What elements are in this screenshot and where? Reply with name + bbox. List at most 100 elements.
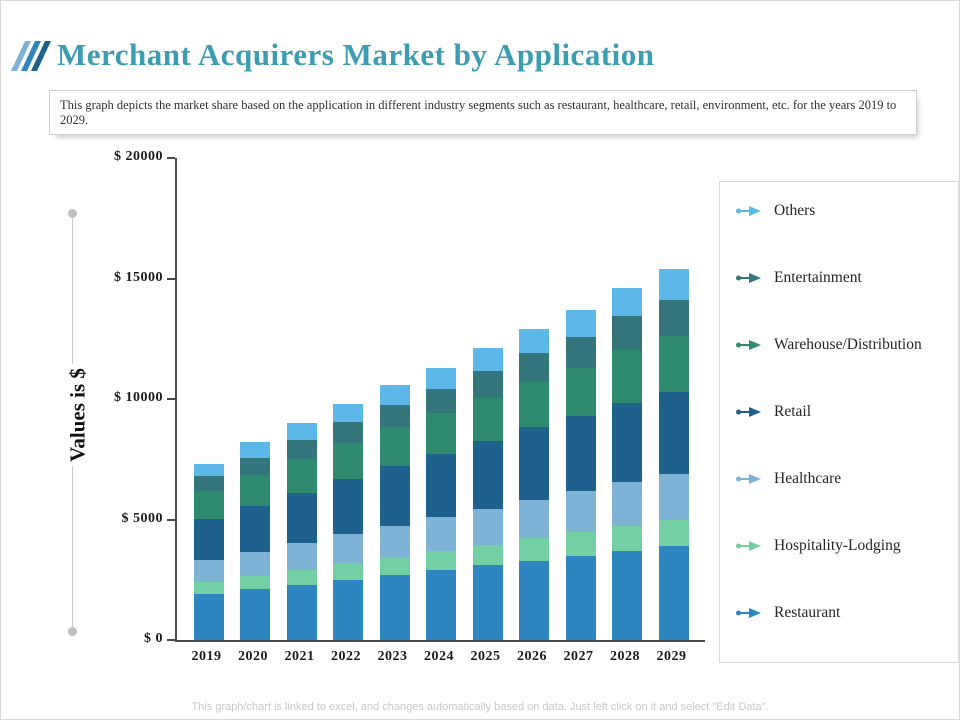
bar-segment-entertainment[interactable] — [426, 389, 456, 414]
bar-segment-restaurant[interactable] — [193, 594, 224, 640]
bar-segment-warehouse-distribution[interactable] — [565, 368, 596, 417]
bar-segment-entertainment[interactable] — [565, 336, 596, 369]
stacked-bar-2022[interactable] — [333, 403, 363, 640]
bar-segment-others[interactable] — [286, 423, 317, 440]
legend-label: Healthcare — [774, 470, 842, 487]
bar-segment-restaurant[interactable] — [658, 546, 689, 640]
bar-segment-hospitality-lodging[interactable] — [426, 550, 456, 571]
bar-segment-healthcare[interactable] — [612, 482, 642, 526]
bar-segment-others[interactable] — [472, 348, 503, 372]
bar-segment-retail[interactable] — [426, 454, 456, 518]
bar-segment-retail[interactable] — [333, 479, 363, 535]
bar-segment-retail[interactable] — [565, 416, 596, 492]
bar-segment-entertainment[interactable] — [519, 352, 549, 382]
bar-segment-others[interactable] — [658, 269, 689, 301]
bar-segment-others[interactable] — [193, 463, 224, 477]
bar-segment-warehouse-distribution[interactable] — [426, 413, 456, 455]
bar-segment-hospitality-lodging[interactable] — [658, 519, 689, 546]
bar-segment-restaurant[interactable] — [240, 589, 270, 640]
legend-item-retail[interactable]: Retail — [720, 403, 958, 421]
stacked-bar-2025[interactable] — [472, 348, 503, 640]
stacked-bar-2026[interactable] — [519, 329, 549, 640]
bar-segment-healthcare[interactable] — [379, 525, 410, 558]
bar-segment-others[interactable] — [612, 288, 642, 317]
bar-segment-warehouse-distribution[interactable] — [612, 349, 642, 403]
bar-segment-hospitality-lodging[interactable] — [240, 575, 270, 590]
stacked-bar-2020[interactable] — [240, 442, 270, 640]
y-tick-label: $ 10000 — [114, 390, 163, 405]
y-tick-label: $ 20000 — [114, 149, 163, 164]
bar-segment-warehouse-distribution[interactable] — [519, 381, 549, 428]
stacked-bar-2023[interactable] — [379, 384, 410, 640]
bar-segment-healthcare[interactable] — [426, 517, 456, 551]
bar-segment-hospitality-lodging[interactable] — [472, 544, 503, 566]
bar-segment-hospitality-lodging[interactable] — [193, 582, 224, 595]
bar-segment-restaurant[interactable] — [565, 555, 596, 640]
bar-segment-retail[interactable] — [658, 391, 689, 474]
bar-segment-restaurant[interactable] — [426, 570, 456, 640]
bar-segment-restaurant[interactable] — [379, 574, 410, 640]
bar-segment-entertainment[interactable] — [333, 422, 363, 443]
bar-segment-healthcare[interactable] — [472, 508, 503, 545]
bar-segment-entertainment[interactable] — [658, 300, 689, 337]
bar-segment-retail[interactable] — [519, 427, 549, 500]
bar-segment-entertainment[interactable] — [379, 405, 410, 427]
bar-segment-others[interactable] — [240, 442, 270, 458]
bar-segment-retail[interactable] — [472, 441, 503, 509]
bar-segment-warehouse-distribution[interactable] — [379, 426, 410, 466]
bar-segment-hospitality-lodging[interactable] — [379, 557, 410, 575]
stacked-bar-2028[interactable] — [612, 288, 642, 640]
bar-segment-restaurant[interactable] — [333, 579, 363, 640]
bar-segment-warehouse-distribution[interactable] — [286, 458, 317, 493]
bar-segment-retail[interactable] — [286, 492, 317, 544]
bar-segment-healthcare[interactable] — [565, 491, 596, 533]
legend-item-healthcare[interactable]: Healthcare — [720, 470, 958, 488]
bar-segment-retail[interactable] — [240, 506, 270, 552]
bar-segment-hospitality-lodging[interactable] — [519, 538, 549, 561]
bar-segment-entertainment[interactable] — [193, 476, 224, 491]
bar-segment-healthcare[interactable] — [658, 473, 689, 520]
stacked-bar-2029[interactable] — [658, 269, 689, 640]
chart-plot-area[interactable] — [175, 158, 705, 642]
bar-segment-retail[interactable] — [379, 465, 410, 526]
bar-segment-entertainment[interactable] — [286, 439, 317, 459]
bar-segment-hospitality-lodging[interactable] — [565, 532, 596, 556]
bar-segment-entertainment[interactable] — [240, 457, 270, 475]
bar-segment-healthcare[interactable] — [240, 551, 270, 576]
bar-segment-warehouse-distribution[interactable] — [472, 397, 503, 442]
bar-segment-others[interactable] — [333, 403, 363, 423]
bar-segment-retail[interactable] — [612, 402, 642, 483]
legend-item-hospitality-lodging[interactable]: Hospitality-Lodging — [720, 537, 958, 555]
stacked-bar-2021[interactable] — [286, 423, 317, 640]
y-tick-label: $ 5000 — [121, 510, 163, 526]
legend-item-others[interactable]: Others — [720, 202, 958, 220]
bar-segment-hospitality-lodging[interactable] — [333, 563, 363, 580]
bar-segment-healthcare[interactable] — [286, 543, 317, 570]
legend-item-entertainment[interactable]: Entertainment — [720, 269, 958, 287]
bar-segment-warehouse-distribution[interactable] — [333, 442, 363, 480]
stacked-bar-2027[interactable] — [565, 309, 596, 640]
stacked-bar-2019[interactable] — [193, 463, 224, 640]
bar-segment-restaurant[interactable] — [519, 560, 549, 640]
bar-segment-healthcare[interactable] — [519, 499, 549, 539]
bar-segment-others[interactable] — [565, 309, 596, 337]
bar-segment-healthcare[interactable] — [193, 560, 224, 583]
bar-segment-others[interactable] — [519, 329, 549, 353]
bar-segment-warehouse-distribution[interactable] — [193, 490, 224, 520]
bar-segment-restaurant[interactable] — [612, 550, 642, 640]
bar-segment-retail[interactable] — [193, 519, 224, 561]
bar-segment-healthcare[interactable] — [333, 534, 363, 564]
legend-item-warehouse-distribution[interactable]: Warehouse/Distribution — [720, 336, 958, 354]
bar-segment-warehouse-distribution[interactable] — [658, 336, 689, 392]
bar-segment-hospitality-lodging[interactable] — [612, 525, 642, 551]
bar-segment-entertainment[interactable] — [612, 316, 642, 350]
bar-segment-restaurant[interactable] — [472, 565, 503, 640]
bar-segment-entertainment[interactable] — [472, 371, 503, 398]
bar-segment-others[interactable] — [426, 367, 456, 390]
stacked-bar-2024[interactable] — [426, 367, 456, 640]
bar-segment-hospitality-lodging[interactable] — [286, 569, 317, 585]
bar-segment-restaurant[interactable] — [286, 584, 317, 640]
legend-item-restaurant[interactable]: Restaurant — [720, 604, 958, 622]
bar-segment-warehouse-distribution[interactable] — [240, 474, 270, 507]
bar-segment-others[interactable] — [379, 384, 410, 406]
